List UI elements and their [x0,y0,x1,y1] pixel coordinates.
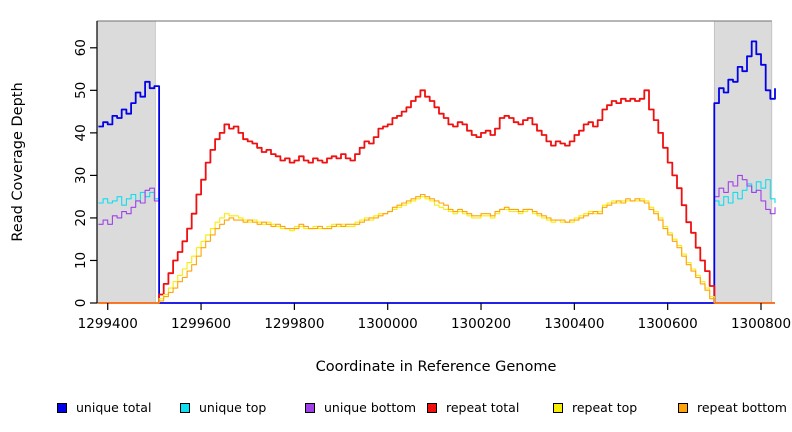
legend-item-unique-bottom: unique bottom [305,401,416,415]
series-lines-layer [98,40,776,304]
axes-layer: 0 10 20 30 40 50 60 1299400 1299600 1299800 130000… [73,21,791,332]
masked-region-left [96,20,156,304]
legend-item-repeat-bottom: repeat bottom [678,401,787,415]
x-axis-title: Coordinate in Reference Genome [316,359,557,375]
legend: unique total unique top unique bottom repea… [0,401,792,423]
legend-item-repeat-top: repeat top [553,401,637,415]
series-line-repeat-bottom [98,193,775,304]
x-tick-label: 1299600 [171,316,231,332]
x-tick-label: 1299800 [264,316,324,332]
legend-swatch-icon [427,403,437,413]
legend-item-unique-top: unique top [180,401,266,415]
legend-label: repeat top [572,400,638,415]
x-tick-label: 1300200 [451,316,511,332]
y-tick-label: 30 [73,167,89,184]
y-tick-label: 50 [73,82,89,99]
x-tick-label: 1300400 [544,316,604,332]
x-tick-label: 1300000 [358,316,418,332]
x-tick-label: 1300800 [731,316,791,332]
y-tick-label: 60 [73,39,89,56]
legend-label: unique top [199,400,267,415]
legend-label: repeat total [446,400,520,415]
y-tick-label: 10 [73,252,89,269]
legend-swatch-icon [57,403,67,413]
legend-item-unique-total: unique total [57,401,151,415]
series-line-repeat-top [98,196,775,304]
series-line-unique-total [98,40,776,304]
legend-item-repeat-total: repeat total [427,401,519,415]
y-tick-label: 0 [73,299,89,308]
y-axis-title: Read Coverage Depth [10,82,26,241]
y-tick-label: 20 [73,209,89,226]
legend-label: unique total [76,400,152,415]
masked-region-right [713,20,773,304]
x-tick-label: 1300600 [638,316,698,332]
legend-label: unique bottom [324,400,417,415]
legend-swatch-icon [180,403,190,413]
legend-swatch-icon [553,403,563,413]
legend-label: repeat bottom [697,400,787,415]
y-tick-label: 40 [73,124,89,141]
legend-swatch-icon [678,403,688,413]
series-line-repeat-total [98,89,775,304]
legend-swatch-icon [305,403,315,413]
x-tick-label: 1299400 [78,316,138,332]
